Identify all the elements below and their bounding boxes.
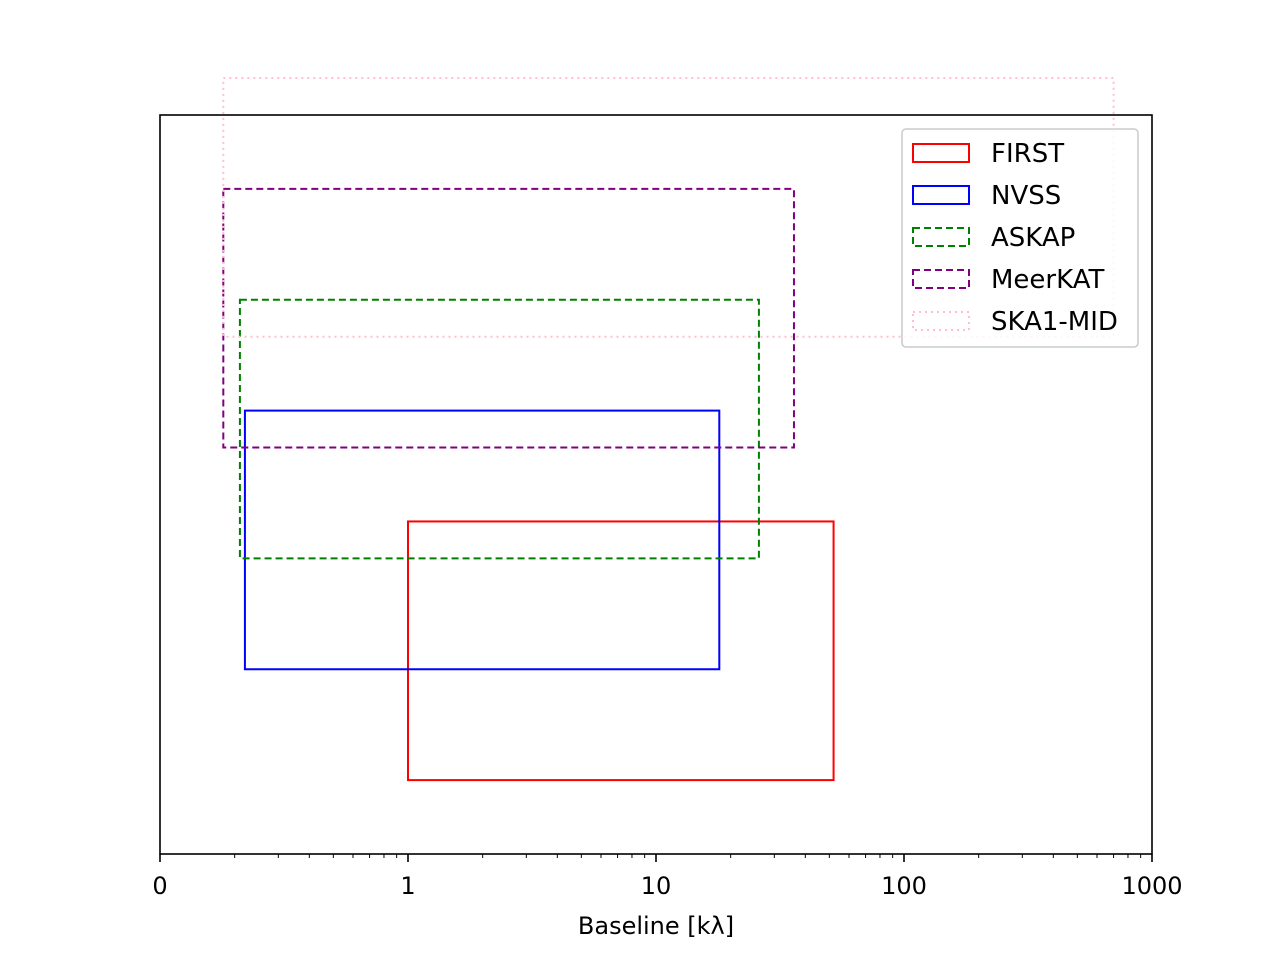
legend-frame xyxy=(901,128,1139,348)
x-axis-label: Baseline [kλ] xyxy=(578,912,734,940)
legend-swatch-askap xyxy=(912,227,970,247)
plot-series-group xyxy=(222,77,1115,782)
legend-swatch-ska1-mid xyxy=(912,311,970,331)
legend-swatch-first xyxy=(912,143,970,163)
series-box-meerkat xyxy=(222,187,795,449)
x-tick-label: 10 xyxy=(641,872,672,900)
x-tick-label: 1000 xyxy=(1121,872,1182,900)
legend-label-first: FIRST xyxy=(991,139,1064,169)
legend: FIRST NVSS ASKAP MeerKAT SKA1-MID xyxy=(901,128,1139,348)
series-box-askap xyxy=(238,298,760,560)
x-tick-label: 100 xyxy=(881,872,927,900)
x-axis-ticks: 0 1 10 100 1000 xyxy=(152,854,1183,900)
x-tick-label: 0 xyxy=(152,872,167,900)
legend-swatch-meerkat xyxy=(912,269,970,289)
series-box-first xyxy=(407,520,835,782)
legend-swatch-nvss xyxy=(912,185,970,205)
legend-label-nvss: NVSS xyxy=(991,181,1061,211)
legend-label-ska1-mid: SKA1-MID xyxy=(991,307,1118,337)
series-box-ska1-mid xyxy=(222,77,1115,338)
series-box-nvss xyxy=(243,409,721,671)
legend-label-askap: ASKAP xyxy=(991,223,1075,253)
legend-label-meerkat: MeerKAT xyxy=(991,265,1104,295)
x-tick-label: 1 xyxy=(400,872,415,900)
